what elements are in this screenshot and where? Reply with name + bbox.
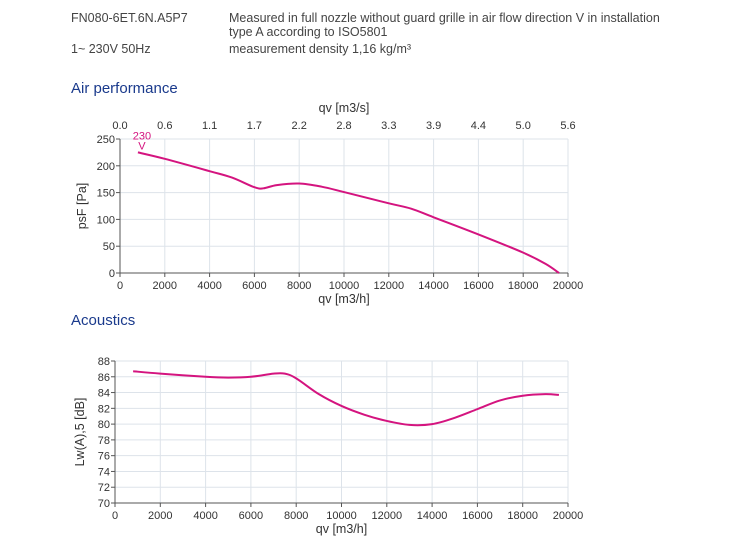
c0-x2-tick-label: 2.8	[336, 120, 351, 132]
c1-y-tick-label: 78	[98, 435, 110, 447]
c1-x-tick-label: 12000	[372, 510, 403, 522]
measurement-note-1: Measured in full nozzle without guard gr…	[229, 11, 660, 25]
c1-y-tick-label: 80	[98, 419, 110, 431]
c0-x-tick-label: 12000	[374, 280, 405, 292]
c1-y-tick-label: 74	[98, 466, 110, 478]
air-performance-title: Air performance	[71, 80, 178, 97]
c1-x-tick-label: 8000	[284, 510, 308, 522]
c0-x2-tick-label: 4.4	[471, 120, 486, 132]
c1-x-tick-label: 2000	[148, 510, 172, 522]
c0-x2-tick-label: 1.1	[202, 120, 217, 132]
c0-x2-tick-label: 1.7	[247, 120, 262, 132]
c1-y-tick-label: 84	[98, 388, 110, 400]
c0-series-line	[137, 151, 560, 274]
c0-series-label-value: 230	[133, 130, 151, 142]
c0-x-tick-label: 2000	[153, 280, 177, 292]
c0-x-tick-label: 20000	[553, 280, 584, 292]
c0-x2-tick-label: 5.6	[560, 120, 575, 132]
c0-y-tick-label: 100	[97, 214, 115, 226]
c1-x-tick-label: 6000	[239, 510, 263, 522]
measurement-note-2: type A according to ISO5801	[229, 25, 388, 39]
c1-y-tick-label: 72	[98, 482, 110, 494]
c0-x2-tick-label: 2.2	[292, 120, 307, 132]
c1-x-tick-label: 14000	[417, 510, 448, 522]
c0-x-tick-label: 8000	[287, 280, 311, 292]
c1-x-tick-label: 4000	[193, 510, 217, 522]
c0-y-tick-label: 150	[97, 188, 115, 200]
c0-x2-tick-label: 3.3	[381, 120, 396, 132]
c1-x-tick-label: 20000	[553, 510, 584, 522]
c0-x-tick-label: 14000	[418, 280, 449, 292]
c1-x-tick-label: 10000	[326, 510, 357, 522]
c1-x-tick-label: 0	[112, 510, 118, 522]
c0-x-tick-label: 18000	[508, 280, 539, 292]
c0-y-tick-label: 50	[103, 241, 115, 253]
c1-y-tick-label: 76	[98, 451, 110, 463]
c0-x-tick-label: 0	[117, 280, 123, 292]
c1-y-axis-label: Lw(A),5 [dB]	[73, 398, 87, 467]
c0-x2-tick-label: 5.0	[516, 120, 531, 132]
c1-x-tick-label: 16000	[462, 510, 493, 522]
c0-y-axis-label: psF [Pa]	[75, 183, 89, 230]
c1-x-axis-label: qv [m3/h]	[316, 522, 367, 536]
c1-x-tick-label: 18000	[507, 510, 538, 522]
c1-y-tick-label: 70	[98, 498, 110, 510]
supply-voltage: 1~ 230V 50Hz	[71, 42, 151, 56]
c1-y-tick-label: 82	[98, 403, 110, 415]
c0-x-axis-label: qv [m3/h]	[318, 292, 369, 306]
c1-y-tick-label: 86	[98, 372, 110, 384]
c0-x2-tick-label: 3.9	[426, 120, 441, 132]
c1-y-tick-label: 88	[98, 356, 110, 368]
measurement-density: measurement density 1,16 kg/m³	[229, 42, 412, 56]
c0-x2-tick-label: 0.0	[112, 120, 127, 132]
model-number: FN080-6ET.6N.A5P7	[71, 11, 188, 25]
acoustics-title: Acoustics	[71, 312, 136, 329]
c0-x-tick-label: 6000	[242, 280, 266, 292]
c0-x-tick-label: 10000	[329, 280, 360, 292]
c0-x-tick-label: 4000	[197, 280, 221, 292]
c0-y-tick-label: 250	[97, 134, 115, 146]
c0-y-tick-label: 0	[109, 268, 115, 280]
c0-x2-axis-label: qv [m3/s]	[319, 101, 370, 115]
c0-series-label-unit: V	[138, 140, 146, 152]
c1-series-line	[133, 370, 560, 427]
c0-x-tick-label: 16000	[463, 280, 494, 292]
c0-x2-tick-label: 0.6	[157, 120, 172, 132]
c0-y-tick-label: 200	[97, 161, 115, 173]
